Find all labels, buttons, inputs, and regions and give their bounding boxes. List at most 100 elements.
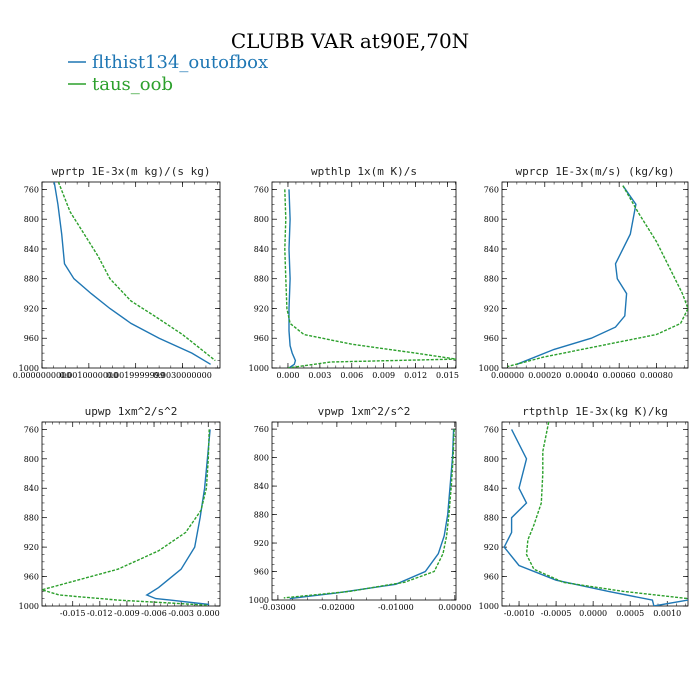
- y-tick-label: 1000: [249, 364, 269, 373]
- x-tick-label: 0.00040: [565, 371, 598, 380]
- y-tick-label: 920: [254, 304, 269, 313]
- series-line-flthist134: [145, 429, 211, 606]
- subplot-3: wprcp 1E-3x(m/s) (kg/kg) 760 800 840 880 920 9…: [479, 165, 689, 380]
- subplot-title: vpwp 1xm^2/s^2: [318, 405, 411, 418]
- x-tick-label: 0.000: [197, 609, 220, 618]
- x-tick-label: -0.02000: [319, 603, 355, 612]
- series-line-flthist134: [503, 429, 688, 606]
- y-tick-label: 760: [254, 185, 269, 194]
- x-tick-label: 0.0010000000: [60, 371, 119, 380]
- series-line-flthist134: [516, 185, 637, 365]
- x-tick-label: 0.00020: [528, 371, 561, 380]
- y-tick-label: 1000: [479, 364, 499, 373]
- series-line-flthist134: [288, 189, 297, 368]
- subplot-6: rtpthlp 1E-3x(kg K)/kg 760 800 840 880 920 960…: [479, 405, 689, 618]
- x-tick-label: 0.00000: [491, 371, 524, 380]
- x-tick-label: -0.012: [87, 609, 113, 618]
- x-tick-label: 0.00080: [640, 371, 673, 380]
- y-tick-label: 1000: [19, 602, 39, 611]
- subplot-2: wpthlp 1x(m K)/s 760 800 840 880 920 960 1000 0.…: [249, 165, 459, 380]
- x-tick-label: -0.015: [60, 609, 86, 618]
- figure-title: CLUBB VAR at90E,70N: [231, 29, 469, 53]
- y-tick-label: 960: [484, 334, 499, 343]
- x-tick-label: -0.03000: [260, 603, 296, 612]
- x-tick-label: -0.006: [141, 609, 167, 618]
- legend-label-flthist134: flthist134_outofbox: [92, 52, 268, 73]
- y-tick-label: 920: [24, 304, 39, 313]
- y-tick-label: 920: [254, 539, 269, 548]
- y-tick-label: 960: [254, 334, 269, 343]
- y-tick-label: 800: [24, 215, 39, 224]
- subplot-title: wprcp 1E-3x(m/s) (kg/kg): [516, 165, 675, 178]
- y-tick-label: 880: [24, 514, 39, 523]
- y-tick-label: 1000: [479, 602, 499, 611]
- y-tick-label: 840: [254, 245, 269, 254]
- y-tick-label: 760: [484, 185, 499, 194]
- y-tick-label: 880: [24, 275, 39, 284]
- subplot-grid: wprtp 1E-3x(m kg)/(s kg) 760 800 840 880 920 9…: [13, 165, 689, 618]
- y-tick-label: 800: [254, 454, 269, 463]
- y-tick-label: 960: [24, 334, 39, 343]
- y-tick-label: 960: [484, 573, 499, 582]
- subplot-title: upwp 1xm^2/s^2: [85, 405, 178, 418]
- x-tick-label: 0.0019999999: [106, 371, 165, 380]
- y-tick-label: 840: [484, 484, 499, 493]
- series-line-taus-oob: [507, 185, 688, 368]
- y-tick-label: 880: [484, 514, 499, 523]
- x-tick-label: 0.0000: [579, 609, 607, 618]
- y-tick-label: 800: [254, 215, 269, 224]
- x-tick-label: -0.003: [168, 609, 194, 618]
- y-tick-label: 800: [484, 215, 499, 224]
- y-tick-label: 760: [254, 425, 269, 434]
- y-tick-label: 960: [254, 568, 269, 577]
- x-tick-label: -0.01000: [378, 603, 414, 612]
- x-tick-label: 0.015: [436, 371, 459, 380]
- subplot-5: vpwp 1xm^2/s^27608008408809209601000-0.0…: [249, 405, 472, 612]
- y-tick-label: 1000: [19, 364, 39, 373]
- series-line-taus-oob: [525, 422, 688, 600]
- subplot-4: upwp 1xm^2/s^2 760 800 840 880 920 960 1000 -0.0…: [19, 405, 221, 618]
- series-line-flthist134: [289, 429, 455, 600]
- y-tick-label: 840: [24, 245, 39, 254]
- x-tick-label: 0.0010: [653, 609, 681, 618]
- subplot-title: wpthlp 1x(m K)/s: [311, 165, 417, 178]
- plot-frame: [41, 421, 221, 607]
- x-tick-label: 0.003: [308, 371, 331, 380]
- series-line-flthist134: [53, 182, 211, 365]
- plot-frame: [271, 181, 457, 369]
- x-tick-label: -0.0005: [541, 609, 572, 618]
- legend-label-taus-oob: taus_oob: [92, 74, 173, 95]
- subplot-1: wprtp 1E-3x(m kg)/(s kg) 760 800 840 880 920 9…: [13, 165, 221, 380]
- y-tick-label: 800: [24, 455, 39, 464]
- y-tick-label: 880: [254, 275, 269, 284]
- y-tick-label: 760: [24, 425, 39, 434]
- x-tick-label: -0.0010: [504, 609, 535, 618]
- x-tick-label: 0.00000: [438, 603, 471, 612]
- series-line-taus-oob: [42, 429, 210, 606]
- plot-frame: [271, 421, 457, 601]
- y-tick-label: 760: [484, 425, 499, 434]
- subplot-title: wprtp 1E-3x(m kg)/(s kg): [52, 165, 211, 178]
- plot-frame: [501, 421, 689, 607]
- series-line-taus-oob: [284, 189, 456, 368]
- x-tick-label: 0.012: [404, 371, 427, 380]
- y-tick-label: 840: [484, 245, 499, 254]
- x-tick-label: 0.0005: [616, 609, 644, 618]
- x-tick-label: 0.00060: [603, 371, 636, 380]
- y-tick-label: 920: [484, 543, 499, 552]
- y-tick-label: 880: [484, 275, 499, 284]
- series-line-taus-oob: [283, 429, 455, 599]
- subplot-title: rtpthlp 1E-3x(kg K)/kg: [522, 405, 668, 418]
- y-tick-label: 760: [24, 185, 39, 194]
- plot-frame: [41, 181, 221, 369]
- y-tick-label: 920: [484, 304, 499, 313]
- y-tick-label: 840: [254, 482, 269, 491]
- y-tick-label: 960: [24, 573, 39, 582]
- plot-frame: [501, 181, 689, 369]
- x-tick-label: 0.006: [340, 371, 363, 380]
- x-tick-label: -0.009: [114, 609, 140, 618]
- legend: flthist134_outofbox taus_oob: [68, 52, 268, 95]
- y-tick-label: 840: [24, 484, 39, 493]
- y-tick-label: 880: [254, 511, 269, 520]
